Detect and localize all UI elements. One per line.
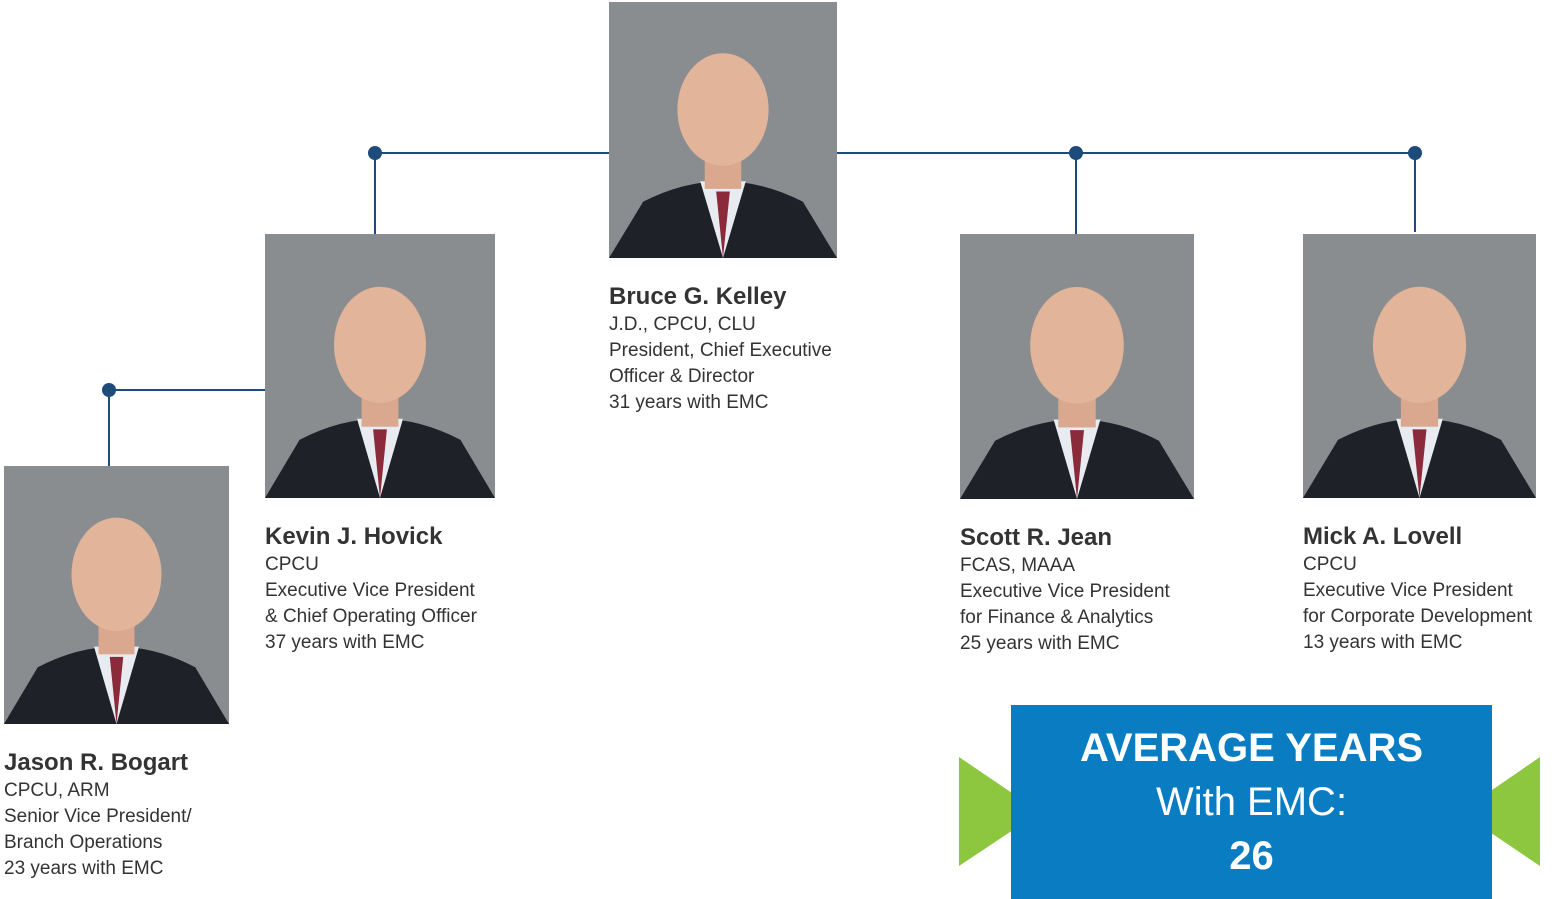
person-detail: CPCU <box>265 552 495 578</box>
person-detail: CPCU <box>1303 552 1536 578</box>
person-detail: 25 years with EMC <box>960 631 1194 657</box>
photo <box>265 234 495 498</box>
person-detail: Officer & Director <box>609 364 837 390</box>
person-detail: Executive Vice President <box>1303 578 1536 604</box>
person-detail: Senior Vice President/ <box>4 804 229 830</box>
person-detail: & Chief Operating Officer <box>265 604 495 630</box>
person-detail: CPCU, ARM <box>4 778 229 804</box>
person-detail: Executive Vice President <box>960 579 1194 605</box>
person-detail: Executive Vice President <box>265 578 495 604</box>
photo <box>1303 234 1536 498</box>
person-name: Kevin J. Hovick <box>265 522 495 552</box>
person-detail: 13 years with EMC <box>1303 630 1536 656</box>
person-detail: 23 years with EMC <box>4 856 229 882</box>
callout-value: 26 <box>1011 829 1492 883</box>
photo <box>960 234 1194 499</box>
person-detail: Branch Operations <box>4 830 229 856</box>
person-name: Bruce G. Kelley <box>609 282 837 312</box>
person-detail: for Finance & Analytics <box>960 605 1194 631</box>
person-detail: 37 years with EMC <box>265 630 495 656</box>
average-years-box: AVERAGE YEARS With EMC: 26 <box>1011 705 1492 899</box>
person-detail: President, Chief Executive <box>609 338 837 364</box>
person-detail: 31 years with EMC <box>609 390 837 416</box>
person-name: Mick A. Lovell <box>1303 522 1536 552</box>
callout-subheading: With EMC: <box>1011 775 1492 829</box>
person-detail: J.D., CPCU, CLU <box>609 312 837 338</box>
photo <box>609 2 837 258</box>
callout-heading: AVERAGE YEARS <box>1011 721 1492 775</box>
person-name: Jason R. Bogart <box>4 748 229 778</box>
person-detail: for Corporate Development <box>1303 604 1536 630</box>
photo <box>4 466 229 724</box>
page: AVERAGE YEARS With EMC: 26 (() => { cons… <box>0 0 1564 899</box>
person-name: Scott R. Jean <box>960 523 1194 553</box>
person-detail: FCAS, MAAA <box>960 553 1194 579</box>
